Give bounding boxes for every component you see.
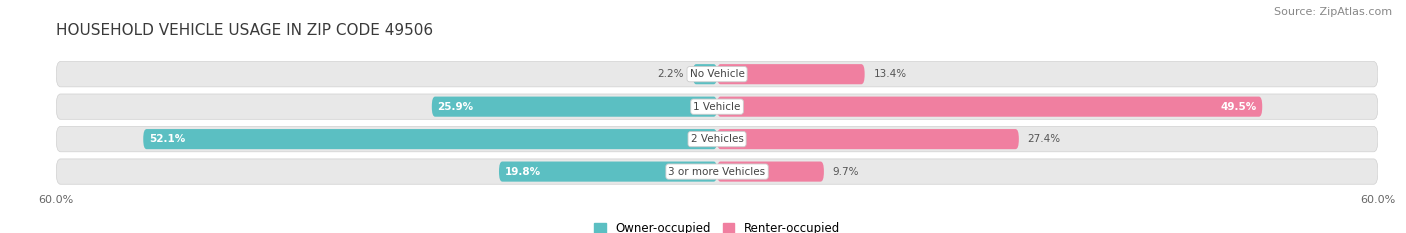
Text: 27.4%: 27.4% [1028, 134, 1060, 144]
FancyBboxPatch shape [717, 129, 1019, 149]
Text: 1 Vehicle: 1 Vehicle [693, 102, 741, 112]
Text: 2 Vehicles: 2 Vehicles [690, 134, 744, 144]
FancyBboxPatch shape [717, 97, 1263, 117]
FancyBboxPatch shape [693, 64, 717, 84]
Text: 19.8%: 19.8% [505, 167, 541, 177]
Text: Source: ZipAtlas.com: Source: ZipAtlas.com [1274, 7, 1392, 17]
Text: 13.4%: 13.4% [873, 69, 907, 79]
Text: 2.2%: 2.2% [658, 69, 685, 79]
Text: HOUSEHOLD VEHICLE USAGE IN ZIP CODE 49506: HOUSEHOLD VEHICLE USAGE IN ZIP CODE 4950… [56, 24, 433, 38]
FancyBboxPatch shape [56, 94, 1378, 119]
Text: 49.5%: 49.5% [1220, 102, 1257, 112]
FancyBboxPatch shape [56, 62, 1378, 87]
FancyBboxPatch shape [56, 159, 1378, 184]
FancyBboxPatch shape [717, 161, 824, 182]
Text: 3 or more Vehicles: 3 or more Vehicles [668, 167, 766, 177]
FancyBboxPatch shape [499, 161, 717, 182]
Text: 52.1%: 52.1% [149, 134, 186, 144]
Text: 9.7%: 9.7% [832, 167, 859, 177]
FancyBboxPatch shape [56, 127, 1378, 152]
FancyBboxPatch shape [432, 97, 717, 117]
FancyBboxPatch shape [143, 129, 717, 149]
Text: No Vehicle: No Vehicle [689, 69, 745, 79]
Text: 25.9%: 25.9% [437, 102, 474, 112]
Legend: Owner-occupied, Renter-occupied: Owner-occupied, Renter-occupied [589, 218, 845, 233]
FancyBboxPatch shape [717, 64, 865, 84]
